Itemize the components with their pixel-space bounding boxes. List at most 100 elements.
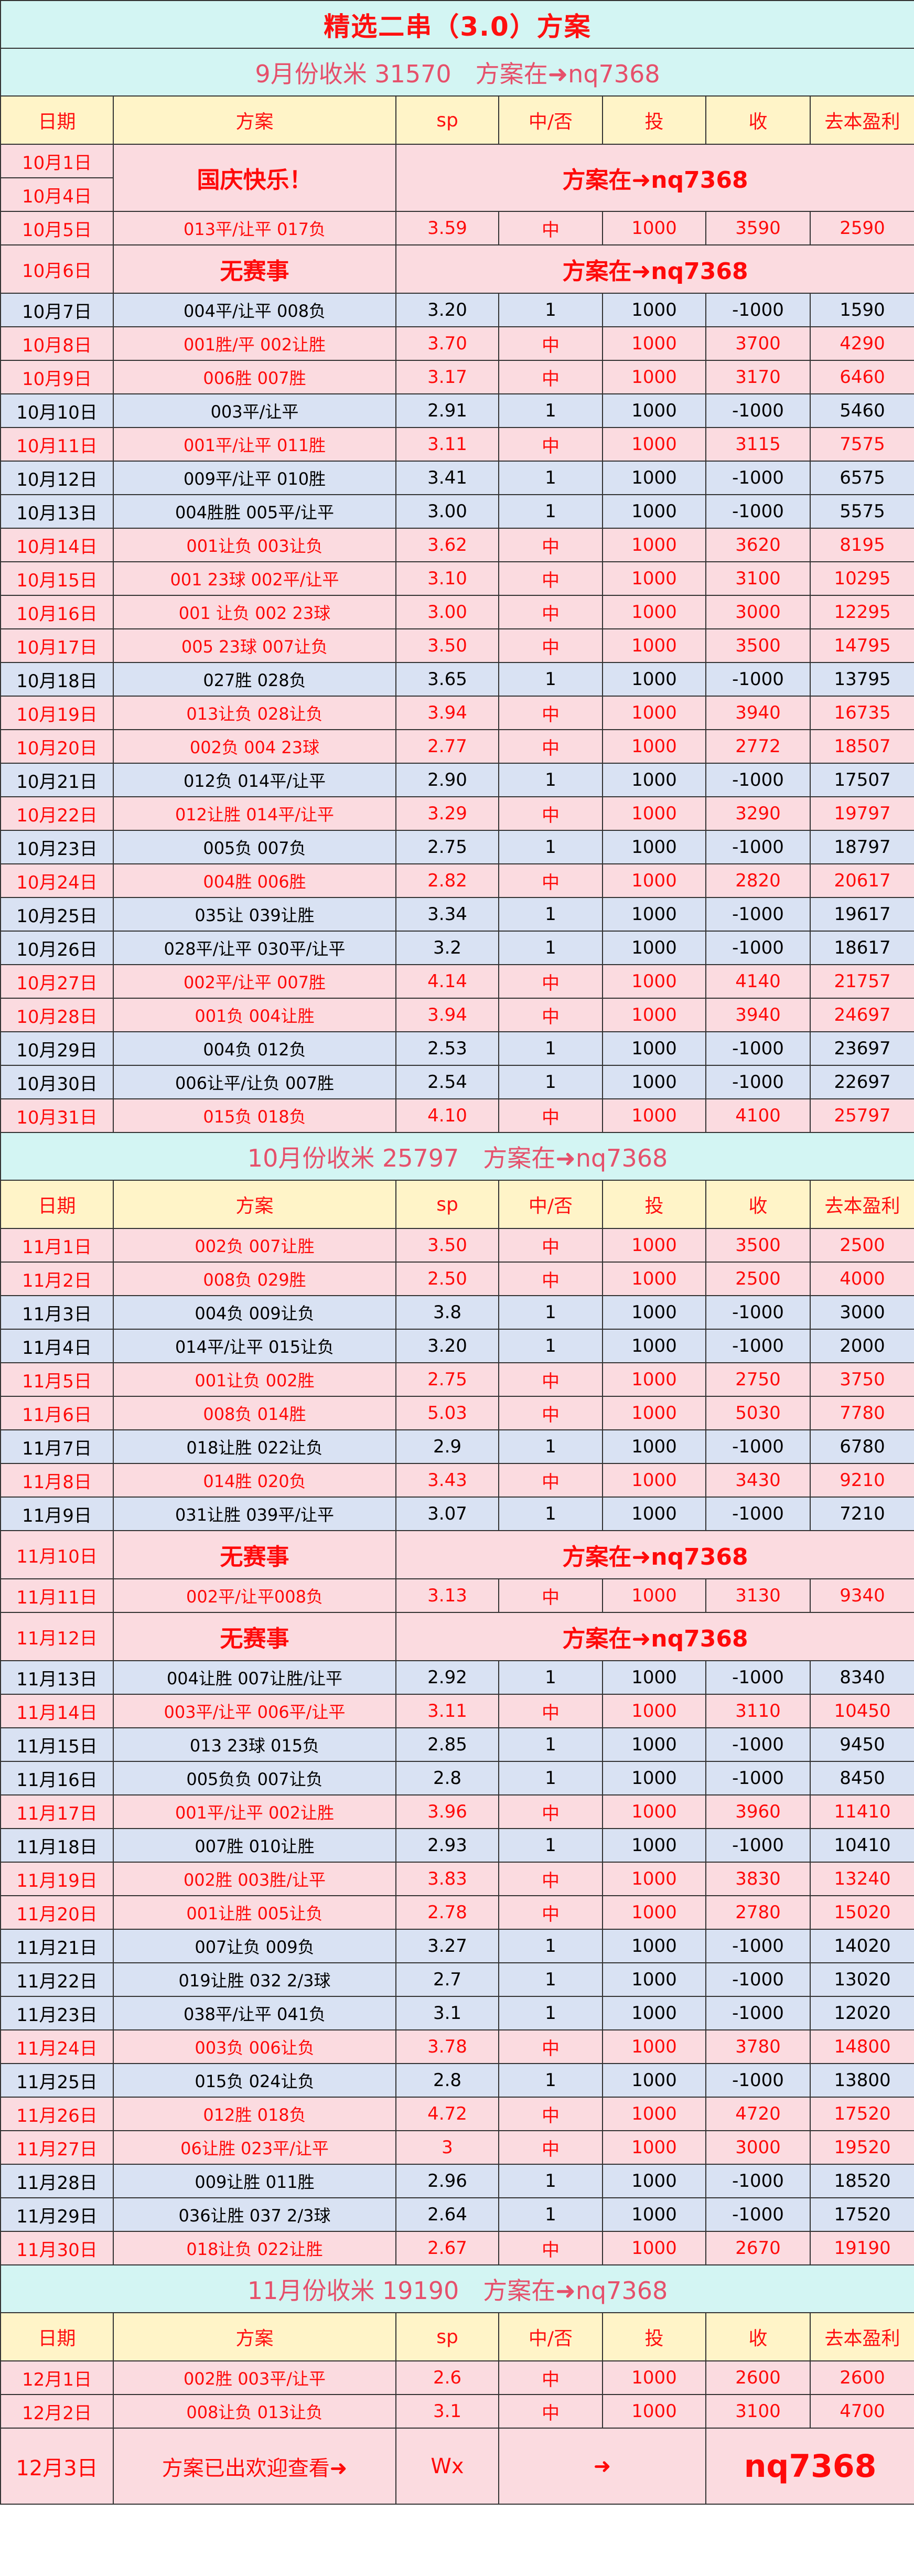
plan-cell: 001让胜 005让负 xyxy=(113,1895,396,1930)
plan-cell: 002负 007让胜 xyxy=(113,1228,396,1263)
sp-cell: 2.7 xyxy=(395,1962,499,1997)
date-cell: 10月19日 xyxy=(0,696,114,730)
date-cell: 11月4日 xyxy=(0,1329,114,1363)
sp-cell: 3.43 xyxy=(395,1463,499,1498)
bet-cell: 1000 xyxy=(602,1996,706,2030)
table-row: 10月17日 005 23球 007让负 3.50 中 1000 3500 14795 xyxy=(0,628,914,663)
header-plan: 方案 xyxy=(113,1180,396,1229)
plan-cell: 001 23球 002平/让平 xyxy=(113,561,396,596)
profit-cell: 14800 xyxy=(809,2029,914,2064)
plan-cell: 012负 014平/让平 xyxy=(113,763,396,797)
arrow-icon: ➜ xyxy=(498,2428,706,2505)
date-cell: 11月2日 xyxy=(0,1262,114,1296)
date-cell: 11月1日 xyxy=(0,1228,114,1263)
return-cell: -1000 xyxy=(705,2164,811,2198)
bet-cell: 1000 xyxy=(602,528,706,562)
profit-cell: 6575 xyxy=(809,461,914,495)
header-profit: 去本盈利 xyxy=(809,95,914,145)
table-row: 10月12日 009平/让平 010胜 3.41 1 1000 -1000 6575 xyxy=(0,461,914,495)
table-row: 10月13日 004胜胜 005平/让平 3.00 1 1000 -1000 5575 xyxy=(0,494,914,529)
sp-cell: 3.20 xyxy=(395,293,499,327)
date-cell: 12月1日 xyxy=(0,2360,114,2395)
date-cell: 11月19日 xyxy=(0,1862,114,1896)
profit-cell: 17507 xyxy=(809,763,914,797)
table-row-holiday: 10月4日 xyxy=(0,177,914,212)
table-row: 10月20日 002负 004 23球 2.77 中 1000 2772 18507 xyxy=(0,729,914,764)
profit-cell: 13020 xyxy=(809,1962,914,1997)
bet-cell: 1000 xyxy=(602,1578,706,1613)
plan-cell: 001平/让平 002让胜 xyxy=(113,1794,396,1829)
date-cell: 10月15日 xyxy=(0,561,114,596)
plan-cell: 002平/让平 007胜 xyxy=(113,964,396,999)
date-cell: 10月11日 xyxy=(0,427,114,462)
date-cell: 10月27日 xyxy=(0,964,114,999)
result-cell: 中 xyxy=(498,2231,603,2265)
profit-cell: 3750 xyxy=(809,1362,914,1397)
month-summary-row: 11月份收米 19190 方案在➜nq7368 xyxy=(0,2264,914,2313)
plan-cell: 004胜 006胜 xyxy=(113,863,396,898)
header-bet: 投 xyxy=(602,95,706,145)
date-cell: 10月24日 xyxy=(0,863,114,898)
no-match-label: 无赛事 xyxy=(113,244,396,294)
profit-cell: 11410 xyxy=(809,1794,914,1829)
month-summary-row: 10月份收米 25797 方案在➜nq7368 xyxy=(0,1132,914,1181)
plan-cell: 06让胜 023平/让平 xyxy=(113,2130,396,2165)
table-row: 11月29日 036让胜 037 2/3球 2.64 1 1000 -1000 17520 xyxy=(0,2197,914,2232)
plan-cell: 002负 004 23球 xyxy=(113,729,396,764)
sp-cell: 3.94 xyxy=(395,998,499,1032)
bet-cell: 1000 xyxy=(602,628,706,663)
result-cell: 1 xyxy=(498,1329,603,1363)
return-cell: 3830 xyxy=(705,1862,811,1896)
sp-cell: 4.14 xyxy=(395,964,499,999)
result-cell: 中 xyxy=(498,326,603,361)
date-cell: 10月7日 xyxy=(0,293,114,327)
bet-cell: 1000 xyxy=(602,696,706,730)
table-row: 10月26日 028平/让平 030平/让平 3.2 1 1000 -1000 18617 xyxy=(0,931,914,965)
profit-cell: 17520 xyxy=(809,2197,914,2232)
plan-cell: 014平/让平 015让负 xyxy=(113,1329,396,1363)
return-cell: -1000 xyxy=(705,494,811,529)
return-cell: 3940 xyxy=(705,998,811,1032)
return-cell: -1000 xyxy=(705,1065,811,1099)
result-cell: 1 xyxy=(498,2197,603,2232)
sp-cell: 3.27 xyxy=(395,1929,499,1963)
result-cell: 1 xyxy=(498,1929,603,1963)
plan-available-note: 方案已出欢迎查看➜ xyxy=(113,2428,396,2505)
date-cell: 10月20日 xyxy=(0,729,114,764)
profit-cell: 9450 xyxy=(809,1727,914,1762)
result-cell: 1 xyxy=(498,897,603,932)
return-cell: 3780 xyxy=(705,2029,811,2064)
sp-cell: 3 xyxy=(395,2130,499,2165)
plan-cell: 007胜 010让胜 xyxy=(113,1828,396,1863)
sp-cell: 2.93 xyxy=(395,1828,499,1863)
return-cell: 3170 xyxy=(705,360,811,394)
header-result: 中/否 xyxy=(498,1180,603,1229)
table-row: 11月22日 019让胜 032 2/3球 2.7 1 1000 -1000 13020 xyxy=(0,1962,914,1997)
plan-cell: 009平/让平 010胜 xyxy=(113,461,396,495)
sp-cell: 3.59 xyxy=(395,211,499,245)
return-cell: -1000 xyxy=(705,1429,811,1464)
bet-cell: 1000 xyxy=(602,998,706,1032)
result-cell: 1 xyxy=(498,662,603,697)
profit-cell: 17520 xyxy=(809,2097,914,2131)
sp-cell: 3.96 xyxy=(395,1794,499,1829)
return-cell: -1000 xyxy=(705,1329,811,1363)
date-cell: 10月17日 xyxy=(0,628,114,663)
date-cell: 11月30日 xyxy=(0,2231,114,2265)
header-sp: sp xyxy=(395,2312,499,2361)
result-cell: 中 xyxy=(498,628,603,663)
date-cell: 11月17日 xyxy=(0,1794,114,1829)
return-cell: -1000 xyxy=(705,1031,811,1066)
header-sp: sp xyxy=(395,1180,499,1229)
date-cell: 10月13日 xyxy=(0,494,114,529)
profit-cell: 25797 xyxy=(809,1098,914,1133)
bet-cell: 1000 xyxy=(602,1497,706,1531)
bet-cell: 1000 xyxy=(602,2231,706,2265)
bet-cell: 1000 xyxy=(602,1694,706,1728)
date-cell: 11月13日 xyxy=(0,1660,114,1695)
plan-cell: 015负 018负 xyxy=(113,1098,396,1133)
result-cell: 1 xyxy=(498,1065,603,1099)
bet-cell: 1000 xyxy=(602,461,706,495)
sp-cell: 3.65 xyxy=(395,662,499,697)
result-cell: 中 xyxy=(498,211,603,245)
